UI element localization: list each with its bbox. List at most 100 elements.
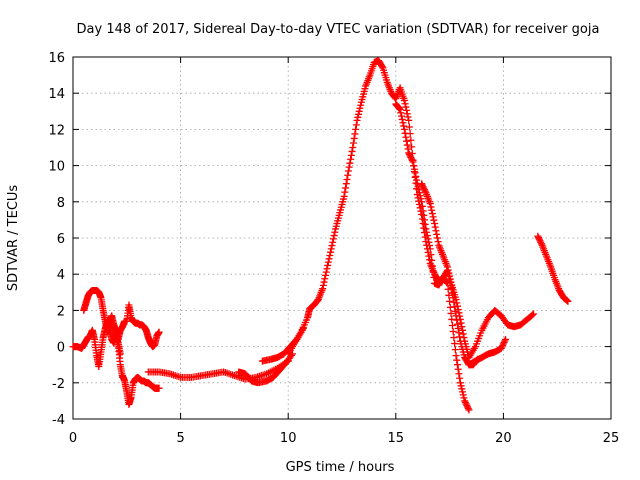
data-point — [419, 183, 427, 191]
series-evening-arc-a — [465, 306, 538, 361]
y-tick-label: 12 — [48, 123, 65, 138]
data-point — [413, 176, 421, 184]
data-point — [434, 238, 442, 246]
data-point — [534, 232, 542, 240]
data-point — [446, 297, 454, 305]
data-point — [404, 113, 412, 121]
y-tick-label: 4 — [57, 268, 65, 283]
series-late-shoulder — [418, 180, 473, 361]
data-point — [422, 225, 430, 233]
data-point — [349, 144, 357, 151]
data-point — [453, 299, 461, 307]
data-point — [346, 159, 354, 167]
data-point — [417, 195, 425, 203]
data-point — [410, 162, 418, 170]
data-point — [444, 266, 452, 274]
y-tick-label: -2 — [52, 377, 65, 392]
y-tick-label: 2 — [57, 304, 65, 319]
data-point — [446, 275, 454, 283]
data-point — [459, 391, 467, 399]
data-point — [528, 311, 536, 319]
data-point — [431, 220, 439, 228]
data-point — [459, 330, 467, 338]
data-point — [460, 394, 468, 402]
data-point — [458, 323, 466, 331]
data-point — [347, 155, 355, 163]
data-point — [399, 119, 407, 127]
data-point — [456, 312, 464, 320]
data-point — [421, 187, 429, 195]
data-point — [398, 115, 406, 123]
data-point — [443, 279, 451, 287]
data-point — [402, 103, 410, 111]
series-early-arc-d — [118, 372, 163, 409]
x-tick-label: 15 — [388, 431, 405, 446]
gridlines — [73, 57, 611, 419]
data-point — [329, 238, 337, 246]
data-point — [498, 343, 506, 351]
data-point — [378, 63, 386, 71]
data-point — [453, 302, 461, 310]
data-point — [418, 180, 426, 188]
data-point — [407, 136, 415, 144]
data-point — [341, 188, 349, 196]
data-point — [319, 281, 327, 289]
data-point — [431, 223, 439, 231]
data-point — [405, 116, 413, 124]
data-point — [408, 155, 416, 163]
x-tick-label: 20 — [495, 431, 512, 446]
x-tick-label: 0 — [69, 431, 77, 446]
data-point — [448, 315, 456, 323]
data-point — [428, 256, 436, 264]
x-tick-label: 25 — [603, 431, 620, 446]
data-point — [430, 274, 438, 282]
data-point — [324, 261, 332, 269]
data-point — [405, 150, 413, 158]
data-point — [345, 163, 353, 171]
data-point — [499, 341, 507, 349]
data-point — [454, 325, 462, 332]
data-point — [456, 315, 464, 323]
data-point — [429, 213, 437, 221]
data-point — [330, 232, 338, 240]
data-point — [325, 255, 333, 263]
data-point — [456, 379, 464, 387]
data-point — [344, 167, 352, 175]
data-point — [322, 268, 330, 276]
data-point — [429, 268, 437, 276]
data-point — [428, 206, 436, 214]
data-point — [459, 326, 467, 334]
data-point — [418, 198, 426, 206]
data-point — [323, 265, 331, 273]
data-point — [326, 251, 334, 259]
series-secondary-descent — [392, 100, 473, 414]
data-point — [460, 334, 468, 342]
data-point — [355, 107, 363, 115]
data-point — [420, 186, 428, 194]
data-point — [433, 230, 441, 238]
data-point — [453, 320, 461, 328]
y-tick-label: 10 — [48, 160, 65, 175]
data-point — [451, 346, 459, 354]
data-point — [327, 245, 335, 253]
data-point — [155, 328, 163, 336]
plot-frame — [72, 56, 612, 420]
data-point — [420, 211, 428, 219]
data-point — [421, 220, 429, 228]
data-point — [452, 352, 460, 360]
data-point — [447, 278, 455, 286]
data-point — [400, 96, 408, 104]
data-point — [328, 242, 336, 250]
data-point — [501, 337, 509, 345]
data-point — [408, 156, 416, 164]
data-point — [537, 240, 545, 248]
data-point — [464, 403, 472, 411]
data-point — [357, 101, 365, 109]
data-point — [343, 175, 351, 183]
data-point — [350, 134, 358, 142]
data-point — [430, 216, 438, 224]
data-point — [447, 309, 455, 317]
data-point — [535, 235, 543, 243]
data-point — [398, 112, 406, 120]
